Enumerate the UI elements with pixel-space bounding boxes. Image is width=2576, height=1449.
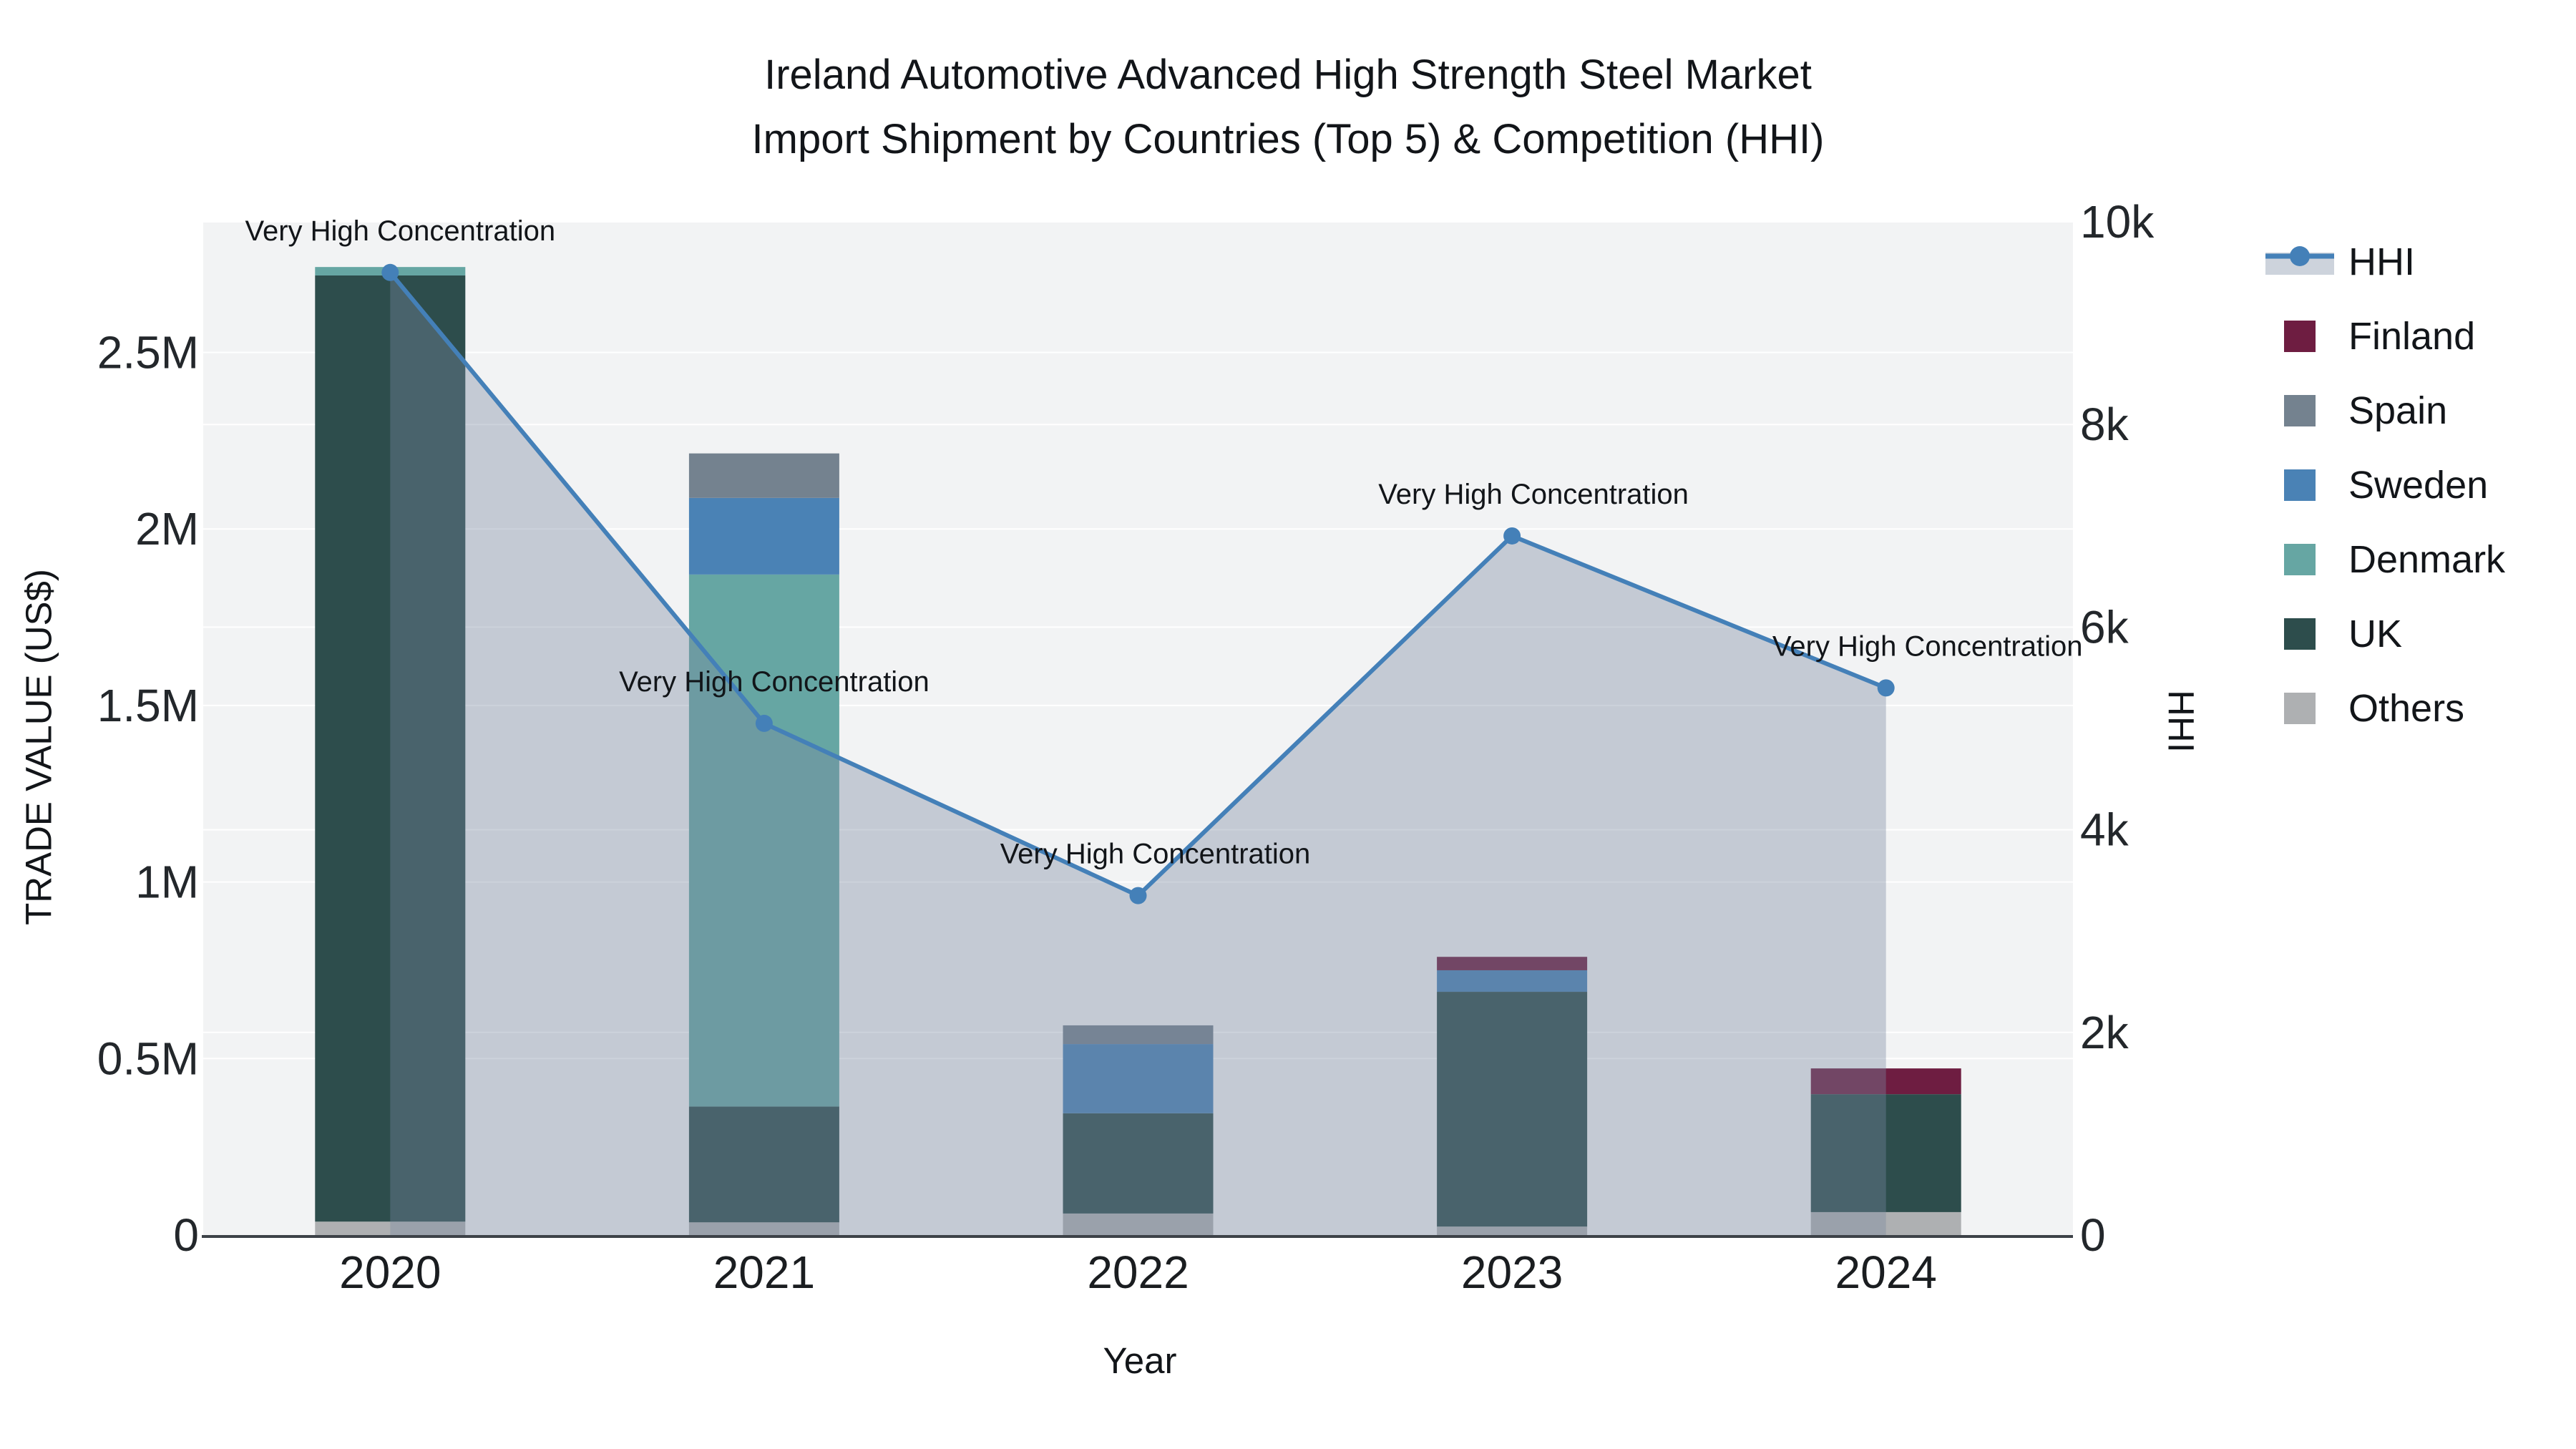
x-tick-label-2024[interactable]: 2024 bbox=[1835, 1246, 1937, 1298]
legend-item-others[interactable]: Others bbox=[2264, 671, 2505, 746]
y-right-tick-label: 6k bbox=[2080, 601, 2129, 653]
bar-segment-uk-2023[interactable] bbox=[1437, 992, 1588, 1227]
hhi-marker-2024[interactable] bbox=[1877, 679, 1895, 697]
y-right-tick-label: 2k bbox=[2080, 1007, 2129, 1058]
hhi-marker-2020[interactable] bbox=[381, 263, 399, 281]
color-swatch-spain bbox=[2284, 395, 2316, 426]
legend-label: Spain bbox=[2348, 389, 2448, 432]
bar-segment-sweden-2022[interactable] bbox=[1063, 1044, 1214, 1113]
annotation-2023: Very High Concentration bbox=[1378, 479, 1689, 510]
color-swatch-denmark bbox=[2284, 544, 2316, 575]
y-left-tick-label: 0 bbox=[173, 1209, 199, 1261]
legend-label: Denmark bbox=[2348, 538, 2506, 581]
legend-label: Finland bbox=[2348, 315, 2476, 358]
y-right-tick-label: 8k bbox=[2080, 399, 2129, 450]
annotation-2020: Very High Concentration bbox=[245, 215, 556, 247]
x-tick-label-2023[interactable]: 2023 bbox=[1461, 1246, 1563, 1298]
legend-item-denmark[interactable]: Denmark bbox=[2264, 522, 2505, 597]
x-tick-label-2020[interactable]: 2020 bbox=[339, 1246, 441, 1298]
legend-label: UK bbox=[2348, 613, 2403, 655]
legend-label: Others bbox=[2348, 687, 2465, 730]
legend-swatch-icon bbox=[2264, 316, 2336, 356]
legend-item-sweden[interactable]: Sweden bbox=[2264, 448, 2505, 522]
y-axis-title-right: HHI bbox=[2160, 690, 2202, 753]
y-left-tick-label: 2.5M bbox=[97, 327, 199, 379]
color-swatch-finland bbox=[2284, 321, 2316, 352]
bar-segment-others-2024[interactable] bbox=[1810, 1211, 1961, 1235]
bar-segment-uk-2020[interactable] bbox=[315, 275, 466, 1222]
y-left-tick-label: 0.5M bbox=[97, 1033, 199, 1084]
annotation-2021: Very High Concentration bbox=[619, 666, 930, 698]
x-tick-label-2021[interactable]: 2021 bbox=[713, 1246, 815, 1298]
legend: HHI Finland Spain Sweden Denmark UK Others bbox=[2264, 225, 2505, 746]
y-axis-title-left: TRADE VALUE (US$) bbox=[18, 569, 59, 925]
legend-item-spain[interactable]: Spain bbox=[2264, 374, 2505, 448]
bar-segment-uk-2022[interactable] bbox=[1063, 1113, 1214, 1214]
bar-segment-uk-2024[interactable] bbox=[1810, 1094, 1961, 1212]
y-left-tick-label: 1M bbox=[135, 857, 199, 908]
legend-swatch-icon bbox=[2264, 465, 2336, 505]
bar-segment-others-2020[interactable] bbox=[315, 1221, 466, 1235]
y-right-tick-label: 4k bbox=[2080, 804, 2129, 856]
legend-swatch-icon bbox=[2264, 391, 2336, 431]
bar-segment-others-2023[interactable] bbox=[1437, 1226, 1588, 1235]
legend-item-uk[interactable]: UK bbox=[2264, 597, 2505, 671]
y-left-tick-label: 2M bbox=[135, 503, 199, 555]
color-swatch-sweden bbox=[2284, 469, 2316, 501]
hhi-marker-2023[interactable] bbox=[1503, 527, 1521, 545]
annotation-2024: Very High Concentration bbox=[1772, 630, 2083, 662]
legend-label: HHI bbox=[2348, 240, 2415, 283]
bar-segment-spain-2022[interactable] bbox=[1063, 1025, 1214, 1045]
bar-segment-others-2021[interactable] bbox=[688, 1222, 839, 1235]
x-axis-title: Year bbox=[1103, 1340, 1177, 1381]
bar-segment-uk-2021[interactable] bbox=[688, 1106, 839, 1223]
y-right-tick-label: 0 bbox=[2080, 1209, 2106, 1261]
annotation-2022: Very High Concentration bbox=[1000, 839, 1311, 870]
bar-segment-sweden-2023[interactable] bbox=[1437, 970, 1588, 992]
bar-segment-others-2022[interactable] bbox=[1063, 1213, 1214, 1235]
hhi-marker-2022[interactable] bbox=[1129, 887, 1147, 904]
legend-item-hhi[interactable]: HHI bbox=[2264, 225, 2505, 299]
hhi-area-fill bbox=[390, 272, 1886, 1235]
color-swatch-uk bbox=[2284, 618, 2316, 650]
x-tick-label-2022[interactable]: 2022 bbox=[1087, 1246, 1189, 1298]
color-swatch-others bbox=[2284, 693, 2316, 724]
chart-title: Ireland Automotive Advanced High Strengt… bbox=[0, 43, 2576, 172]
legend-swatch-icon bbox=[2264, 688, 2336, 728]
legend-swatch-icon bbox=[2264, 540, 2336, 580]
y-right-tick-label: 10k bbox=[2080, 196, 2155, 248]
hhi-marker-2021[interactable] bbox=[755, 714, 773, 732]
bar-segment-spain-2021[interactable] bbox=[688, 453, 839, 498]
chart-title-line1: Ireland Automotive Advanced High Strengt… bbox=[764, 52, 1812, 98]
y-left-tick-label: 1.5M bbox=[97, 680, 199, 731]
legend-label: Sweden bbox=[2348, 464, 2489, 507]
legend-swatch-icon bbox=[2264, 614, 2336, 654]
legend-item-finland[interactable]: Finland bbox=[2264, 299, 2505, 374]
hhi-line-swatch-icon bbox=[2264, 242, 2336, 282]
bar-segment-finland-2023[interactable] bbox=[1437, 957, 1588, 970]
bar-segment-sweden-2021[interactable] bbox=[688, 497, 839, 575]
chart-title-line2: Import Shipment by Countries (Top 5) & C… bbox=[751, 116, 1825, 162]
bar-segment-finland-2024[interactable] bbox=[1810, 1068, 1961, 1095]
